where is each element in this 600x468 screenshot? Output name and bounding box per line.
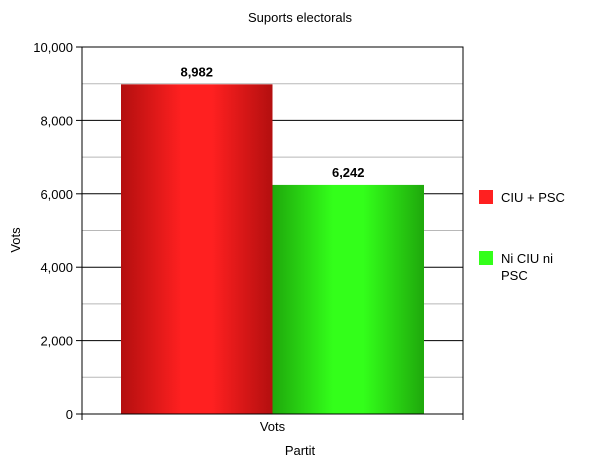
data-label: 6,242	[332, 165, 365, 180]
bar-ni-ciu-ni-psc	[272, 184, 424, 414]
x-tick-labels: Vots	[260, 419, 286, 434]
x-axis-label: Partit	[285, 443, 316, 458]
bar-ciu-psc	[121, 84, 273, 415]
y-tick-label: 0	[66, 407, 73, 422]
legend-swatch	[479, 251, 493, 265]
legend-swatch	[479, 190, 493, 204]
legend: CIU + PSC Ni CIU ni PSC	[479, 190, 565, 283]
legend-label: CIU + PSC	[501, 190, 565, 205]
legend-item: Ni CIU ni PSC	[479, 251, 553, 283]
legend-label: Ni CIU ni PSC	[501, 251, 553, 283]
bars	[121, 84, 424, 415]
axes	[76, 46, 464, 420]
legend-item: CIU + PSC	[479, 190, 565, 205]
y-tick-label: 8,000	[40, 113, 73, 128]
data-label: 8,982	[180, 64, 213, 79]
data-labels: 8,982 6,242	[180, 64, 364, 180]
x-tick-label: Vots	[260, 419, 286, 434]
y-tick-label: 10,000	[33, 40, 73, 55]
y-axis-label: Vots	[8, 227, 23, 253]
plot-frame	[81, 46, 464, 415]
y-tick-label: 4,000	[40, 260, 73, 275]
y-tick-labels: 0 2,000 4,000 6,000 8,000 10,000	[33, 40, 73, 422]
chart-title: Suports electorals	[248, 10, 353, 25]
y-tick-label: 6,000	[40, 187, 73, 202]
y-tick-label: 2,000	[40, 334, 73, 349]
